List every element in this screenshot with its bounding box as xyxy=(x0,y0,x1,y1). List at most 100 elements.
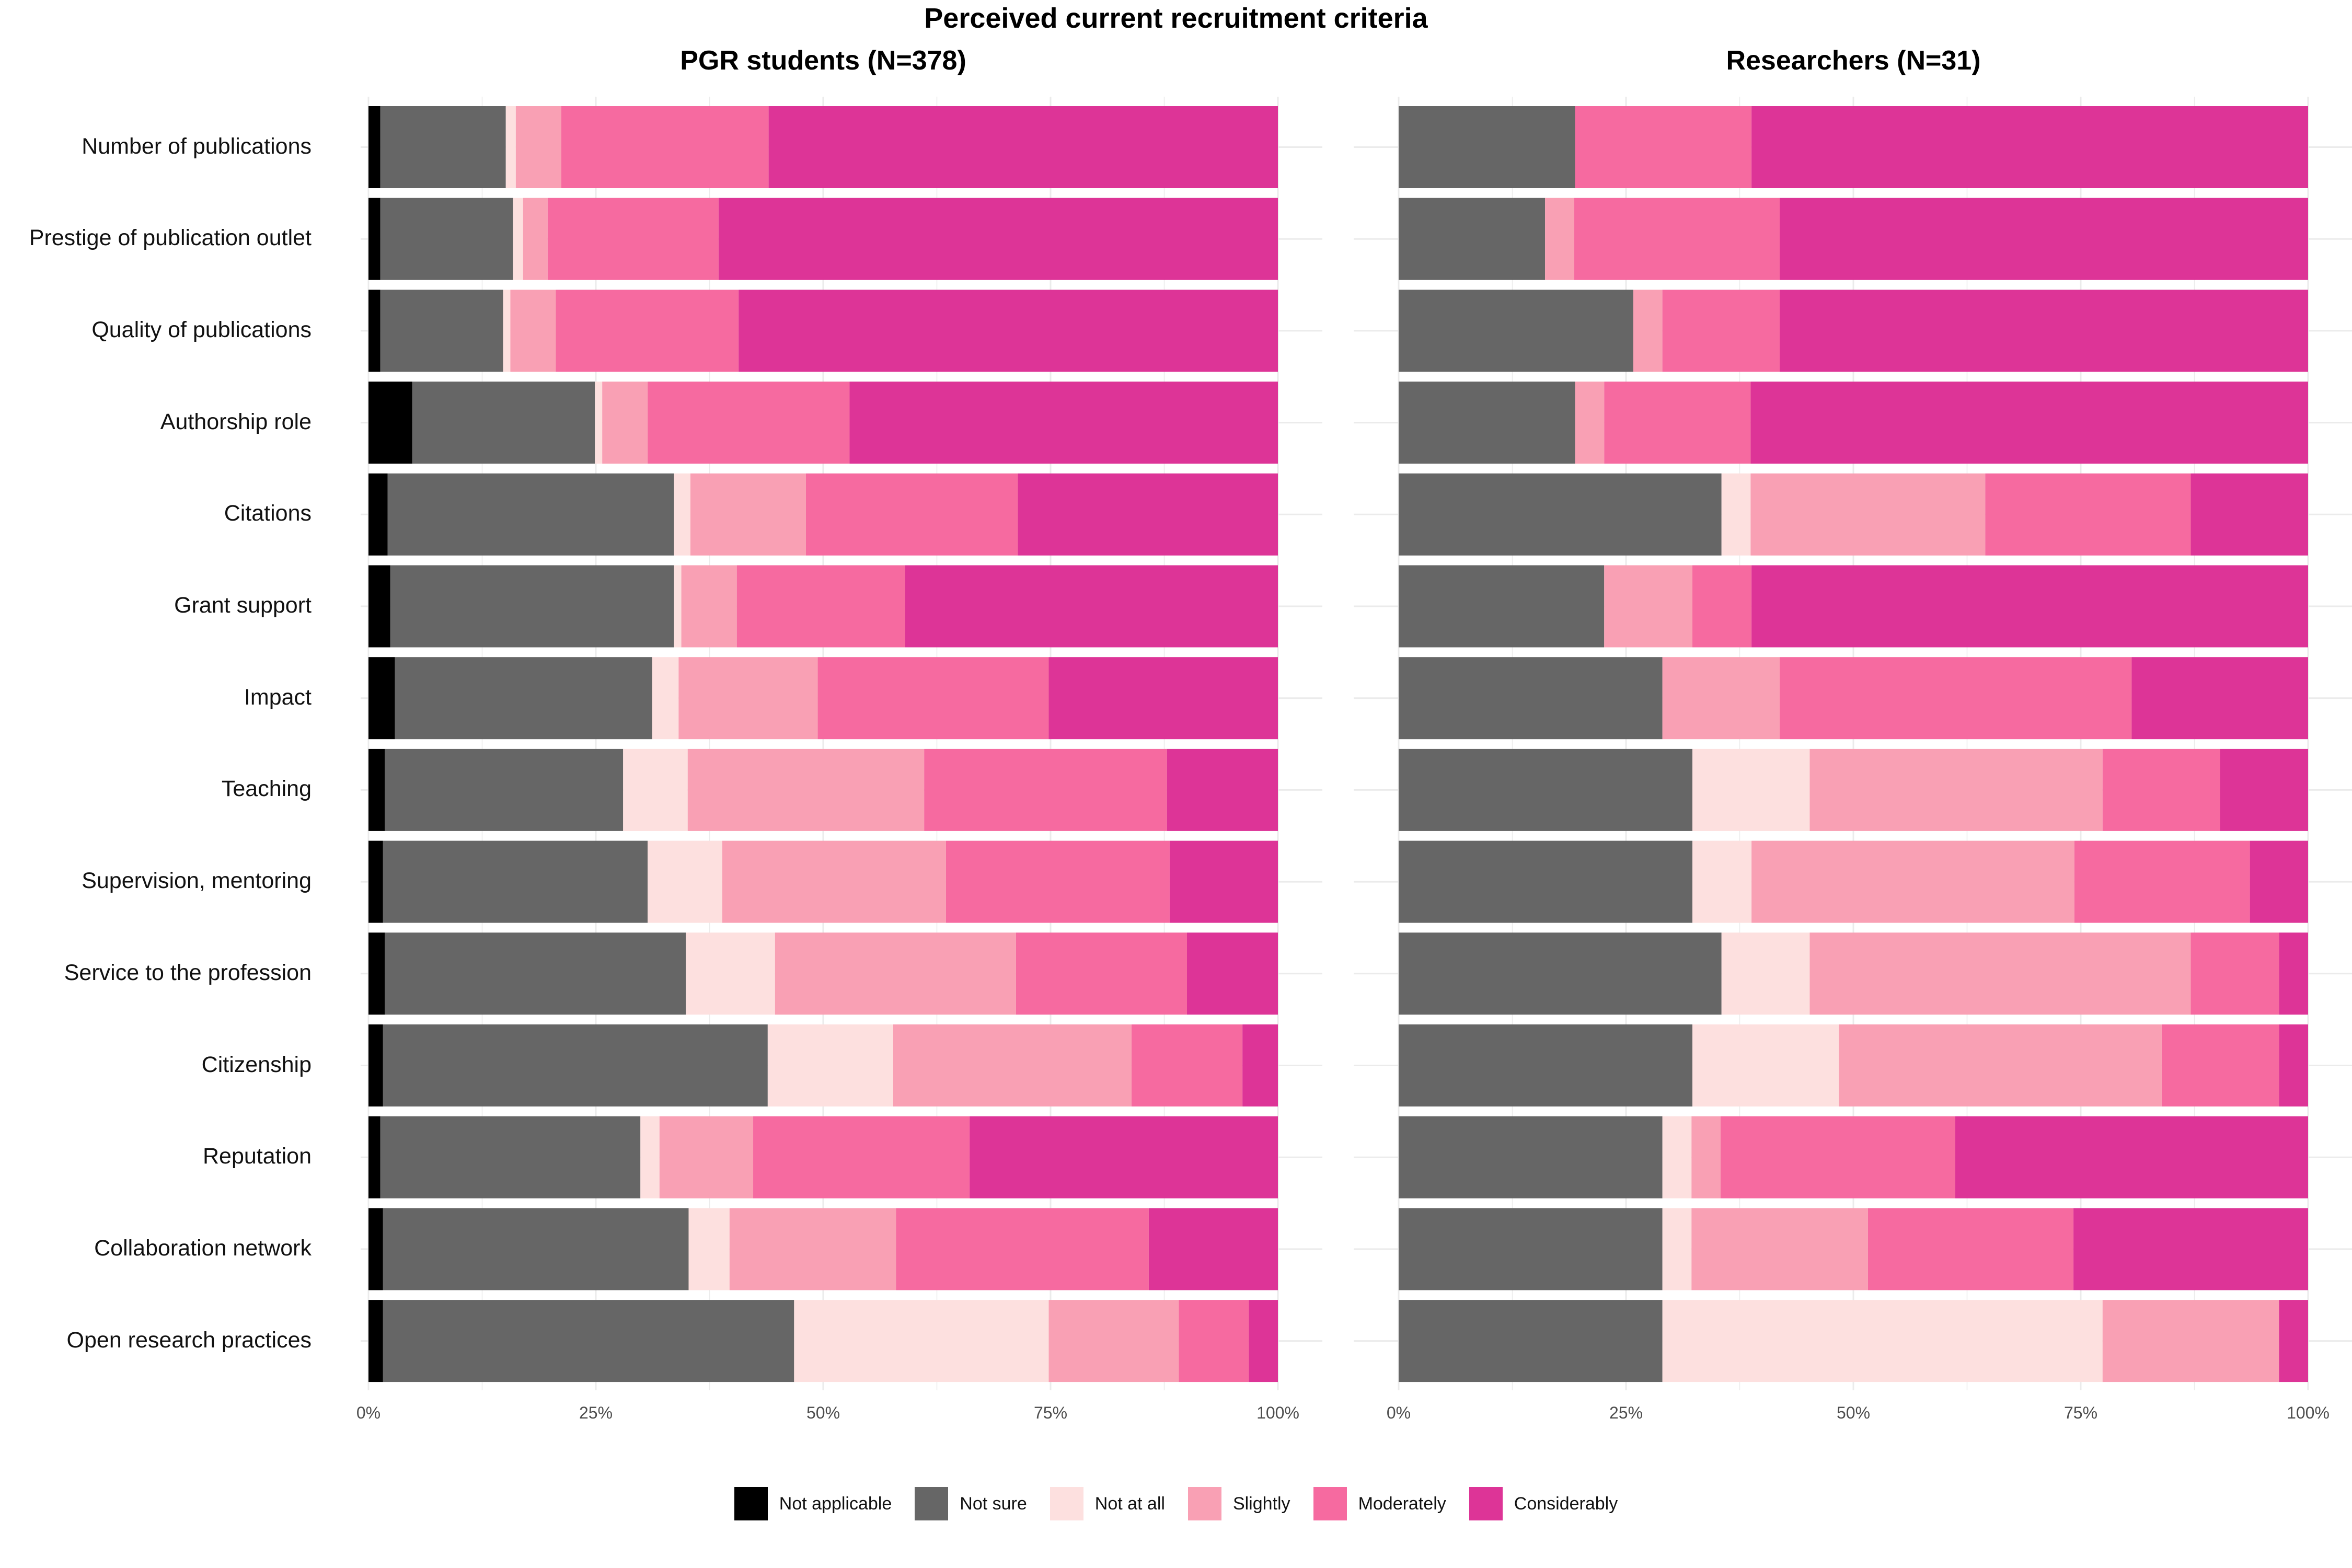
legend-item: Not at all xyxy=(1050,1487,1165,1520)
bar-segment-not-sure xyxy=(1399,1300,1663,1382)
bar-segment-not-applicable xyxy=(368,1024,383,1106)
bar-segment-not-sure xyxy=(1399,473,1722,556)
bar-segment-considerably xyxy=(1751,565,2308,648)
bar-segment-not-sure xyxy=(1399,565,1605,648)
bar-segment-not-applicable xyxy=(368,290,381,372)
bar-segment-moderately xyxy=(1720,1116,1955,1198)
legend-label: Not sure xyxy=(960,1493,1027,1514)
category-label: Grant support xyxy=(174,593,312,618)
bar-segment-not-at-all xyxy=(686,932,775,1015)
bar-segment-not-at-all xyxy=(648,840,722,923)
legend-key xyxy=(1187,1487,1221,1520)
bar-segment-moderately xyxy=(1692,565,1752,648)
bar-segment-not-sure xyxy=(383,1208,689,1290)
legend-key xyxy=(915,1487,949,1520)
bar-segment-slightly xyxy=(1809,932,2191,1015)
bar-segment-moderately xyxy=(2190,932,2279,1015)
x-tick-label: 0% xyxy=(1386,1403,1411,1422)
category-label: Teaching xyxy=(221,776,312,802)
bar-segment-considerably xyxy=(768,106,1278,188)
bar-segment-moderately xyxy=(1179,1300,1249,1382)
bar-segment-not-at-all xyxy=(595,382,603,464)
bar-segment-slightly xyxy=(1633,290,1663,372)
bar-segment-moderately xyxy=(556,290,739,372)
bar-segment-not-at-all xyxy=(505,106,516,188)
legend-item: Moderately xyxy=(1313,1487,1446,1520)
category-label: Prestige of publication outlet xyxy=(29,225,312,251)
bar-segment-not-sure xyxy=(1399,106,1575,188)
legend-label: Not at all xyxy=(1094,1493,1165,1514)
bar-segment-not-sure xyxy=(383,840,648,923)
category-label: Authorship role xyxy=(160,409,312,434)
bar-segment-considerably xyxy=(1751,106,2308,188)
x-tick-label: 100% xyxy=(1256,1403,1299,1422)
bar-segment-not-applicable xyxy=(368,1300,383,1382)
chart-title: Perceived current recruitment criteria xyxy=(924,3,1428,34)
bar-segment-considerably xyxy=(1167,748,1278,831)
bar-segment-considerably xyxy=(1780,290,2308,372)
bar-segment-slightly xyxy=(690,473,806,556)
bar-segment-not-applicable xyxy=(368,748,385,831)
bar-segment-moderately xyxy=(1867,1208,2074,1290)
bar-segment-not-sure xyxy=(1399,748,1693,831)
bar-segment-considerably xyxy=(2279,1024,2308,1106)
bar-segment-moderately xyxy=(547,198,719,280)
bar-segment-not-applicable xyxy=(368,473,388,556)
bar-segment-not-at-all xyxy=(1692,1024,1839,1106)
bar-segment-moderately xyxy=(1574,198,1780,280)
bar-segment-not-at-all xyxy=(623,748,688,831)
bar-segment-moderately xyxy=(648,382,850,464)
bar-segment-slightly xyxy=(722,840,946,923)
bar-segment-slightly xyxy=(1662,657,1780,740)
legend: Not applicable Not sure Not at all Slightly… xyxy=(0,1487,2352,1520)
legend-key xyxy=(734,1487,768,1520)
bar-segment-moderately xyxy=(1131,1024,1243,1106)
bar-segment-slightly xyxy=(893,1024,1132,1106)
bar-segment-slightly xyxy=(2102,1300,2279,1382)
bar-segment-slightly xyxy=(687,748,925,831)
bar-segment-slightly xyxy=(1751,840,2074,923)
bar-segment-not-applicable xyxy=(368,1208,383,1290)
bar-segment-considerably xyxy=(1148,1208,1278,1290)
bar-segment-moderately xyxy=(1604,382,1751,464)
x-tick-label: 0% xyxy=(356,1403,381,1422)
bar-segment-slightly xyxy=(1750,473,1986,556)
bar-segment-not-at-all xyxy=(503,290,511,372)
bar-segment-not-applicable xyxy=(368,657,395,740)
bar-segment-not-sure xyxy=(380,1116,641,1198)
bar-segment-considerably xyxy=(905,565,1278,648)
bar-segment-considerably xyxy=(2279,932,2308,1015)
bar-segment-not-sure xyxy=(1399,657,1663,740)
bar-segment-not-sure xyxy=(383,1300,794,1382)
bar-segment-slightly xyxy=(1839,1024,2162,1106)
bar-segment-not-at-all xyxy=(1692,840,1752,923)
category-label: Collaboration network xyxy=(94,1235,312,1261)
bar-segment-moderately xyxy=(805,473,1018,556)
panel-title-pgr: PGR students (N=378) xyxy=(680,45,966,76)
category-label: Quality of publications xyxy=(91,317,312,342)
bar-segment-slightly xyxy=(1604,565,1693,648)
bar-segment-moderately xyxy=(924,748,1167,831)
panel-title-researchers: Researchers (N=31) xyxy=(1726,45,1981,76)
bar-segment-considerably xyxy=(2279,1300,2308,1382)
bar-segment-not-sure xyxy=(385,932,686,1015)
bar-segment-not-sure xyxy=(1399,840,1693,923)
bar-segment-not-applicable xyxy=(368,932,385,1015)
category-label: Impact xyxy=(244,684,312,710)
bar-segment-not-sure xyxy=(1399,198,1546,280)
bar-segment-slightly xyxy=(1691,1208,1868,1290)
bar-segment-moderately xyxy=(2102,748,2220,831)
bar-segment-not-applicable xyxy=(368,198,381,280)
bar-segment-moderately xyxy=(896,1208,1149,1290)
bar-segment-not-applicable xyxy=(368,382,412,464)
legend-key xyxy=(1050,1487,1083,1520)
bar-segment-slightly xyxy=(1691,1116,1721,1198)
bar-segment-not-sure xyxy=(1399,382,1575,464)
x-tick-label: 50% xyxy=(806,1403,840,1422)
bar-segment-moderately xyxy=(817,657,1049,740)
bar-segment-not-at-all xyxy=(1662,1208,1692,1290)
bar-segment-considerably xyxy=(1249,1300,1278,1382)
legend-label: Moderately xyxy=(1358,1493,1446,1514)
bar-segment-not-sure xyxy=(380,106,506,188)
